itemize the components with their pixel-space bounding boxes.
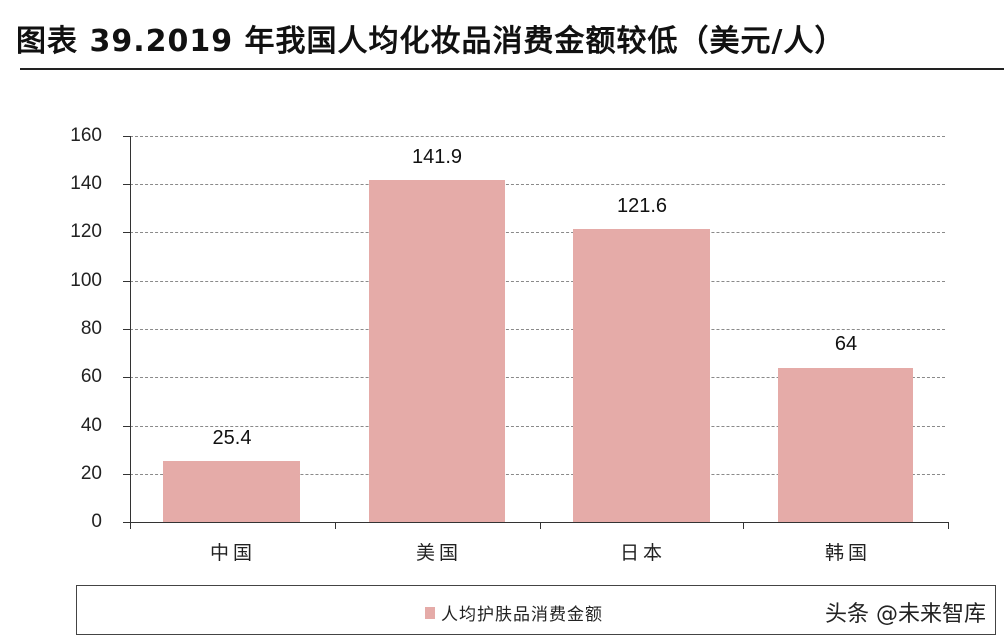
y-tick-label: 80: [80, 318, 102, 339]
y-tick-mark: [123, 377, 130, 378]
bar-value-label: 121.6: [616, 195, 668, 217]
gridline: [130, 329, 945, 330]
y-tick-label: 100: [70, 270, 102, 291]
bar-japan: [573, 229, 710, 522]
bar-china: [163, 461, 300, 522]
y-axis: [130, 136, 131, 523]
x-tick-mark: [743, 522, 744, 529]
y-tick-label: 40: [80, 415, 102, 436]
legend-item: 人均护肤品消费金额: [425, 600, 603, 625]
y-tick-mark: [123, 426, 130, 427]
gridline: [130, 377, 945, 378]
bar-usa: [369, 180, 505, 522]
x-axis: [123, 522, 949, 523]
y-tick-label: 20: [80, 463, 102, 484]
bar-value-label: 64: [834, 333, 858, 355]
x-category-label: 中国: [209, 542, 256, 564]
y-tick-mark: [123, 474, 130, 475]
x-category-label: 韩国: [824, 542, 871, 564]
bar-value-label: 141.9: [411, 146, 463, 168]
y-tick-mark: [123, 232, 130, 233]
y-tick-label: 160: [70, 125, 102, 146]
gridline: [130, 474, 945, 475]
gridline: [130, 136, 945, 137]
y-tick-mark: [123, 329, 130, 330]
legend-swatch-icon: [425, 606, 435, 619]
y-tick-mark: [123, 136, 130, 137]
x-tick-mark: [948, 522, 949, 529]
y-tick-label: 0: [91, 511, 102, 532]
gridline: [130, 426, 945, 427]
x-tick-mark: [335, 522, 336, 529]
y-tick-mark: [123, 184, 130, 185]
y-tick-mark: [123, 281, 130, 282]
x-category-label: 美国: [415, 542, 462, 564]
gridline: [130, 281, 945, 282]
y-tick-label: 60: [80, 366, 102, 387]
chart-title: 图表 39.2019 年我国人均化妆品消费金额较低（美元/人）: [16, 24, 846, 59]
bar-korea: [778, 368, 913, 522]
chart-legend: 人均护肤品消费金额: [76, 585, 996, 635]
x-category-label: 日本: [619, 542, 666, 564]
title-divider: [20, 68, 1004, 70]
bar-value-label: 25.4: [212, 427, 252, 449]
x-tick-mark: [130, 522, 131, 529]
legend-label: 人均护肤品消费金额: [441, 605, 603, 625]
x-tick-mark: [540, 522, 541, 529]
gridline: [130, 184, 945, 185]
watermark: 头条 @未来智库: [825, 602, 986, 627]
y-tick-label: 140: [70, 173, 102, 194]
gridline: [130, 232, 945, 233]
y-tick-label: 120: [70, 221, 102, 242]
